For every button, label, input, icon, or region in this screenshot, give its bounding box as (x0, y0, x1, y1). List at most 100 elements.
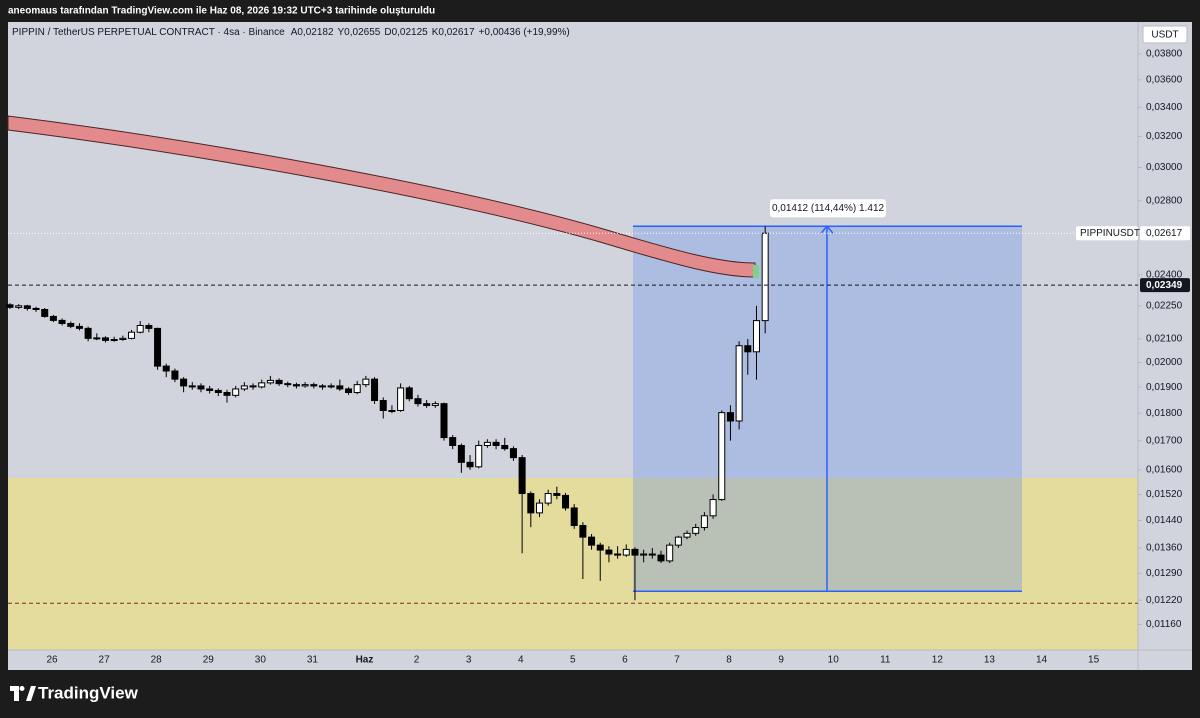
candle-body (614, 553, 622, 556)
candle-body (232, 388, 240, 396)
candle-body (466, 461, 474, 468)
candle-body (718, 412, 726, 501)
y-tick-label: 0,01220 (1146, 595, 1183, 606)
price-line-label: 0,02349 (1146, 280, 1183, 291)
candle-body (605, 549, 613, 555)
y-tick-label: 0,02250 (1146, 300, 1183, 311)
x-tick-label: 10 (828, 655, 840, 666)
x-tick-label: 2 (414, 655, 420, 666)
y-tick-label: 0,03000 (1146, 162, 1183, 173)
candle-body (397, 387, 405, 412)
x-tick-label: 14 (1036, 655, 1048, 666)
candle-body (362, 378, 370, 386)
candle-body (752, 320, 760, 353)
candle-body (327, 385, 335, 388)
symbol-box (1076, 226, 1138, 241)
candle-body (128, 331, 136, 339)
y-tick-label: 0,01290 (1146, 568, 1183, 579)
candle-body (726, 412, 734, 422)
candle-body (431, 403, 439, 406)
candle-body (214, 389, 222, 394)
y-tick-label: 0,01160 (1146, 619, 1182, 630)
candle-body (188, 385, 196, 388)
candle-body (596, 544, 604, 551)
candle-body (700, 515, 708, 529)
y-tick-label: 0,02400 (1146, 269, 1183, 280)
candle-body (310, 384, 318, 387)
candle-body (674, 536, 682, 546)
y-tick-label: 0,02800 (1146, 195, 1183, 206)
x-tick-label: 7 (674, 655, 680, 666)
candle-body (318, 385, 326, 388)
candle-body (301, 384, 309, 387)
candle-body (345, 388, 353, 394)
candle-body (414, 398, 422, 405)
symbol-legend: PIPPIN / TetherUS PERPETUAL CONTRACT · 4… (12, 27, 570, 38)
x-tick-label: 4 (518, 655, 524, 666)
candle-body (735, 345, 743, 422)
y-tick-label: 0,01520 (1146, 489, 1183, 500)
candle-body (475, 444, 483, 468)
candle-body (162, 365, 170, 372)
candle-body (440, 403, 448, 439)
y-tick-label: 0,03800 (1146, 48, 1183, 59)
candle-body (197, 385, 205, 390)
y-tick-label: 0,02100 (1146, 334, 1183, 345)
x-tick-label: 6 (622, 655, 628, 666)
x-tick-label: 13 (984, 655, 996, 666)
candle-body (84, 327, 92, 339)
candle-body (501, 444, 509, 450)
candle-body (640, 553, 648, 556)
candle-body (353, 384, 361, 394)
x-tick-label: 11 (880, 655, 891, 666)
measure-arrow-head (820, 225, 834, 234)
candle-body (553, 493, 561, 496)
candle-body (692, 527, 700, 534)
candle-body (32, 307, 40, 311)
candle-body (622, 548, 630, 556)
candle-body (206, 388, 214, 391)
x-tick-label: 8 (726, 655, 732, 666)
ohlc-value: D0,02125 (384, 27, 428, 38)
candle-body (58, 319, 66, 324)
symbol-title: PIPPIN / TetherUS PERPETUAL CONTRACT · 4… (12, 27, 285, 38)
candle-body (457, 444, 465, 463)
candle-body (223, 392, 231, 396)
candle-body (154, 327, 162, 367)
x-tick-label: 27 (99, 655, 111, 666)
x-tick-label: 9 (778, 655, 784, 666)
y-tick-label: 0,01700 (1146, 435, 1183, 446)
candle-body (240, 385, 248, 390)
ohlc-value: K0,02617 (432, 27, 475, 38)
ohlc-value: Y0,02655 (338, 27, 381, 38)
y-tick-label: 0,03200 (1146, 131, 1183, 142)
candle-body (67, 322, 75, 327)
x-tick-label: 31 (307, 655, 319, 666)
x-tick-label: 3 (466, 655, 472, 666)
candle-body (518, 457, 526, 495)
candle-body (492, 441, 500, 446)
currency: USDT (1151, 30, 1178, 41)
candle-body (544, 493, 552, 504)
brand: TradingView (38, 683, 139, 702)
candle-body (405, 387, 413, 400)
candle-body (588, 536, 596, 546)
candle-body (23, 305, 31, 309)
candle-body (579, 525, 587, 538)
candle-body (15, 305, 23, 308)
candle-body (423, 403, 431, 406)
candle-body (683, 532, 691, 538)
candle-body (527, 493, 535, 514)
x-tick-label: 5 (570, 655, 576, 666)
y-tick-label: 0,01800 (1146, 408, 1183, 419)
candle-body (284, 383, 292, 386)
candle-body (570, 507, 578, 527)
candle-body (371, 378, 379, 402)
candle-body (535, 502, 543, 514)
candle-body (75, 325, 83, 329)
candle-body (631, 548, 639, 556)
candle-body (379, 400, 387, 412)
candle-body (648, 553, 656, 556)
candle-body (275, 379, 283, 385)
